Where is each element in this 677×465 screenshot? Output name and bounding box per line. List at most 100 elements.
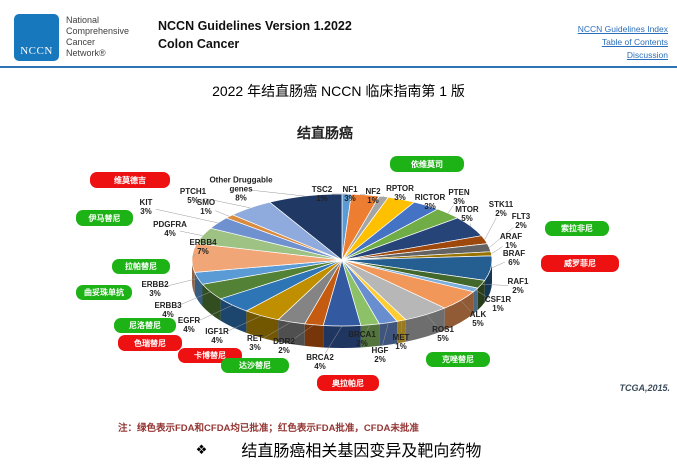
gene-label: Other Druggable genes 8%	[209, 175, 273, 203]
org-line: National	[66, 15, 100, 25]
pie-slice	[341, 259, 380, 326]
gene-label: ROS1 5%	[432, 325, 454, 343]
drug-badge: 奥拉帕尼	[317, 375, 379, 391]
guidelines-version-title: NCCN Guidelines Version 1.2022	[158, 19, 352, 33]
leader-line	[447, 205, 454, 214]
pie-slice	[277, 259, 343, 325]
leader-line	[215, 210, 230, 217]
drug-badge: 曲妥珠单抗	[76, 285, 132, 300]
caption-text: 结直肠癌相关基因变异及靶向药物	[241, 443, 482, 460]
drug-badge: 达沙替尼	[221, 358, 289, 373]
slide-caption: ❖ 结直肠癌相关基因变异及靶向药物	[0, 437, 677, 461]
pie-slice	[341, 196, 416, 261]
gene-label: CSF1R 1%	[484, 295, 512, 313]
diamond-bullet: ❖	[195, 442, 208, 457]
org-line: Comprehensive	[66, 26, 130, 36]
link-table-of-contents[interactable]: Table of Contents	[601, 37, 668, 47]
leader-line	[225, 315, 262, 333]
gene-label: PDGFRA 4%	[153, 220, 187, 238]
gene-label: ERBB3 4%	[154, 301, 182, 319]
gene-label: RICTOR 3%	[414, 193, 446, 211]
gene-label: TSC2 1%	[311, 185, 333, 203]
drug-badge: 拉帕替尼	[112, 259, 170, 274]
pie-slice	[225, 214, 343, 261]
drug-badge: 色瑞替尼	[118, 335, 182, 351]
pie-slice	[201, 259, 343, 300]
leader-line	[324, 325, 343, 354]
gene-label: MET 1%	[392, 333, 410, 351]
drug-badge: 尼洛替尼	[114, 318, 176, 333]
pie-slice	[341, 255, 493, 281]
pie-slice	[322, 258, 362, 327]
leader-line	[197, 304, 233, 322]
pie-slice	[341, 259, 486, 289]
pie-slice	[341, 259, 407, 322]
pie-slice	[209, 217, 343, 261]
gene-label: STK11 2%	[488, 200, 514, 218]
pie-slice	[304, 259, 343, 326]
pie-slice	[341, 195, 390, 261]
gene-label: ALK 5%	[469, 310, 487, 328]
gene-label: DDR2 2%	[273, 337, 295, 355]
leader-line	[481, 284, 509, 286]
chart-source: TCGA,2015.	[619, 383, 670, 393]
gene-label: RAF1 2%	[507, 277, 529, 295]
gene-label: BRAF 6%	[502, 249, 526, 267]
pie-slice	[268, 193, 343, 261]
leader-line	[263, 321, 292, 339]
pie-slice	[341, 259, 479, 293]
pie-slice	[245, 259, 343, 321]
gene-label: HGF 2%	[371, 346, 389, 364]
pie-slice	[341, 243, 492, 261]
pie-slice	[341, 217, 483, 261]
gene-label: PTEN 3%	[448, 188, 470, 206]
pie-slice	[196, 227, 343, 261]
leader-line	[292, 324, 315, 341]
link-guidelines-index[interactable]: NCCN Guidelines Index	[577, 24, 668, 34]
link-discussion[interactable]: Discussion	[626, 50, 668, 60]
gene-label: RPTOR 3%	[386, 184, 414, 202]
gene-label: FLT3 2%	[511, 212, 531, 230]
leader-line	[484, 217, 497, 240]
nccn-logo: NCCN	[14, 14, 59, 61]
leader-line	[382, 322, 389, 346]
gene-label: BRCA2 4%	[306, 353, 334, 371]
pie-rim-segment	[202, 284, 221, 321]
drug-badge: 索拉非尼	[545, 221, 609, 236]
pie-slice	[231, 201, 343, 261]
pie-rim-segment	[194, 272, 203, 307]
gene-label: IGF1R 4%	[205, 327, 229, 345]
pie-rim-segment	[304, 323, 324, 348]
gene-label: ERBB2 3%	[141, 280, 169, 298]
drug-badge: 威罗菲尼	[541, 255, 619, 272]
page-title: 2022 年结直肠癌 NCCN 临床指南第 1 版	[212, 83, 465, 99]
gene-label: ARAF 1%	[499, 232, 523, 250]
leader-line	[469, 223, 472, 227]
drug-badge: 伊马替尼	[76, 210, 133, 226]
gene-label: MTOR 5%	[455, 205, 479, 223]
header-rule	[0, 66, 677, 68]
gene-label: EGFR 4%	[177, 316, 201, 334]
pie-slice	[341, 259, 398, 325]
header-links: NCCN Guidelines Index Table of Contents …	[578, 23, 668, 62]
legend-note: 注：绿色表示FDA和CFDA均已批准；红色表示FDA批准，CFDA未批准	[118, 423, 419, 434]
guidelines-subtitle: Colon Cancer	[158, 37, 240, 51]
pie-slice	[341, 259, 475, 309]
pie-slice	[341, 259, 446, 321]
drug-badge: 克唑替尼	[426, 352, 490, 367]
pie-slice	[341, 251, 493, 261]
org-name: National Comprehensive Cancer Network®	[66, 15, 129, 59]
pie-slice	[341, 193, 352, 261]
org-line: Network®	[66, 48, 106, 58]
org-line: Cancer	[66, 37, 96, 47]
gene-label: NF2 1%	[365, 187, 381, 205]
gene-label: ERBB4 7%	[189, 238, 217, 256]
leader-line	[177, 291, 211, 307]
pie-slice	[341, 235, 488, 261]
nccn-logo-text: NCCN	[20, 45, 53, 57]
pie-rim-segment	[192, 260, 195, 295]
gene-label: SMO 1%	[196, 198, 216, 216]
gene-label: NF1 3%	[342, 185, 358, 203]
pie-slice	[194, 259, 343, 285]
